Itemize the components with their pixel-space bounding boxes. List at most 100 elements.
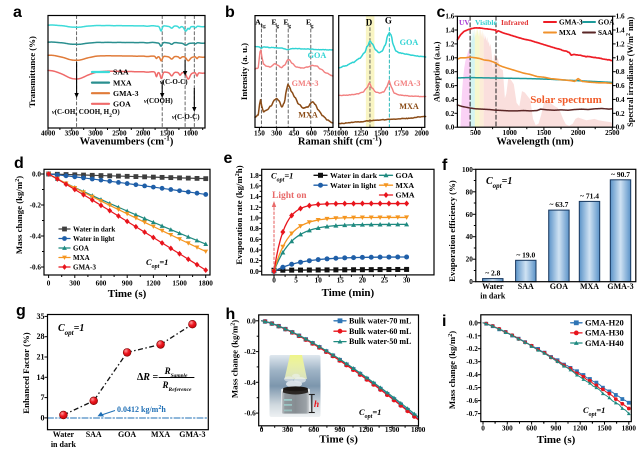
svg-text:1.0: 1.0: [445, 54, 454, 62]
svg-text:1.6: 1.6: [616, 13, 625, 21]
svg-text:Bulk water-70 mL: Bulk water-70 mL: [349, 316, 411, 325]
svg-text:900: 900: [551, 425, 562, 433]
svg-text:MXA: MXA: [396, 181, 415, 190]
svg-text:UV: UV: [459, 18, 470, 27]
svg-text:-0.2: -0.2: [466, 345, 478, 353]
svg-text:ν(C-O-C): ν(C-O-C): [172, 113, 200, 121]
svg-text:a: a: [13, 4, 22, 21]
svg-text:GOA: GOA: [113, 100, 131, 109]
svg-text:600: 600: [96, 280, 107, 288]
svg-text:RReference: RReference: [162, 380, 192, 393]
svg-text:-0.5: -0.5: [466, 384, 478, 392]
svg-text:ν(C-OH, COOH, H2O): ν(C-OH, COOH, H2O): [52, 108, 120, 119]
svg-text:-0.1: -0.1: [466, 332, 478, 340]
svg-text:GMA-3: GMA-3: [292, 79, 319, 88]
svg-text:GOA: GOA: [598, 19, 615, 27]
svg-text:MXA: MXA: [73, 254, 90, 262]
svg-text:MXA: MXA: [298, 111, 318, 120]
svg-text:~ 19.0: ~ 19.0: [516, 250, 535, 259]
svg-text:0: 0: [272, 277, 276, 285]
svg-text:0.8: 0.8: [445, 68, 454, 76]
svg-text:20: 20: [466, 256, 474, 264]
svg-text:GMA-3: GMA-3: [394, 79, 421, 88]
svg-text:-0.2: -0.2: [244, 348, 256, 356]
svg-text:h: h: [314, 400, 319, 410]
svg-text:35: 35: [37, 312, 45, 321]
svg-text:1000: 1000: [503, 129, 518, 137]
svg-text:in dark: in dark: [51, 440, 77, 449]
svg-text:d: d: [14, 155, 24, 172]
svg-text:A1g: A1g: [255, 18, 266, 30]
svg-text:2000: 2000: [136, 130, 151, 138]
svg-text:1.4: 1.4: [445, 27, 454, 35]
svg-text:0.6: 0.6: [616, 82, 625, 90]
svg-text:0.8: 0.8: [616, 68, 625, 76]
svg-text:GOA: GOA: [550, 282, 568, 291]
svg-text:Water in light: Water in light: [330, 181, 377, 190]
svg-text:1.0: 1.0: [250, 215, 259, 223]
svg-text:0: 0: [469, 278, 473, 286]
svg-text:5: 5: [294, 277, 298, 285]
svg-text:Raman shift (cm-1): Raman shift (cm-1): [298, 135, 383, 148]
svg-text:MXA: MXA: [580, 282, 599, 291]
svg-text:GOA: GOA: [396, 171, 414, 180]
svg-text:Water: Water: [482, 282, 504, 291]
svg-text:f: f: [442, 157, 448, 174]
svg-text:1800: 1800: [411, 426, 426, 434]
svg-text:900: 900: [122, 280, 133, 288]
svg-text:Water: Water: [53, 430, 75, 439]
svg-text:~ 2.8: ~ 2.8: [485, 269, 500, 278]
svg-text:0: 0: [47, 280, 51, 288]
svg-text:GOA: GOA: [118, 430, 136, 439]
svg-text:0.0: 0.0: [445, 124, 454, 132]
svg-text:1500: 1500: [160, 130, 175, 138]
svg-text:in dark: in dark: [480, 292, 506, 301]
svg-text:300: 300: [271, 130, 282, 138]
svg-text:Copt=1: Copt=1: [271, 171, 293, 184]
svg-text:Copt=1: Copt=1: [58, 323, 84, 337]
svg-text:-0.6: -0.6: [466, 397, 478, 405]
svg-text:SAA: SAA: [86, 430, 102, 439]
svg-text:MXA: MXA: [559, 29, 577, 37]
svg-text:RSample: RSample: [164, 366, 188, 379]
svg-text:450: 450: [289, 130, 300, 138]
svg-text:1500: 1500: [385, 426, 400, 434]
svg-text:1800: 1800: [199, 280, 214, 288]
svg-text:1750: 1750: [394, 130, 409, 138]
svg-text:Eg: Eg: [306, 18, 314, 30]
svg-text:-0.4: -0.4: [244, 379, 256, 387]
svg-text:Eg: Eg: [283, 18, 291, 30]
svg-text:-0.6: -0.6: [30, 264, 42, 272]
svg-text:14: 14: [37, 373, 45, 382]
svg-text:300: 300: [502, 425, 513, 433]
svg-text:ν(C-O-C): ν(C-O-C): [160, 78, 188, 86]
svg-text:0.4: 0.4: [445, 96, 454, 104]
svg-text:Solar spectrum: Solar spectrum: [530, 94, 602, 106]
svg-text:Eg: Eg: [272, 18, 280, 30]
svg-text:D: D: [366, 18, 373, 28]
svg-text:40: 40: [466, 233, 474, 241]
svg-text:Time (s): Time (s): [108, 288, 147, 300]
svg-text:Transmittance (%): Transmittance (%): [27, 36, 37, 107]
svg-text:600: 600: [308, 426, 319, 434]
svg-text:0: 0: [481, 425, 485, 433]
svg-text:-0.4: -0.4: [30, 233, 42, 241]
svg-text:-0.7: -0.7: [466, 410, 478, 418]
svg-text:Wavelength (nm): Wavelength (nm): [496, 137, 574, 148]
svg-text:Infrared: Infrared: [501, 18, 529, 27]
svg-text:1.4: 1.4: [616, 27, 625, 35]
svg-text:MXA: MXA: [113, 78, 132, 87]
svg-text:80: 80: [466, 188, 474, 196]
svg-text:0.2: 0.2: [445, 110, 454, 118]
svg-text:21: 21: [37, 353, 45, 362]
svg-text:-0.3: -0.3: [466, 358, 478, 366]
svg-text:b: b: [225, 4, 235, 21]
svg-text:Water in light: Water in light: [73, 235, 115, 243]
svg-text:0: 0: [260, 426, 264, 434]
svg-text:0.2: 0.2: [616, 110, 625, 118]
svg-text:i: i: [442, 313, 446, 330]
svg-text:1200: 1200: [573, 425, 588, 433]
svg-text:GMA-H30: GMA-H30: [585, 328, 624, 338]
svg-text:1.2: 1.2: [250, 204, 259, 212]
svg-text:g: g: [16, 303, 26, 320]
